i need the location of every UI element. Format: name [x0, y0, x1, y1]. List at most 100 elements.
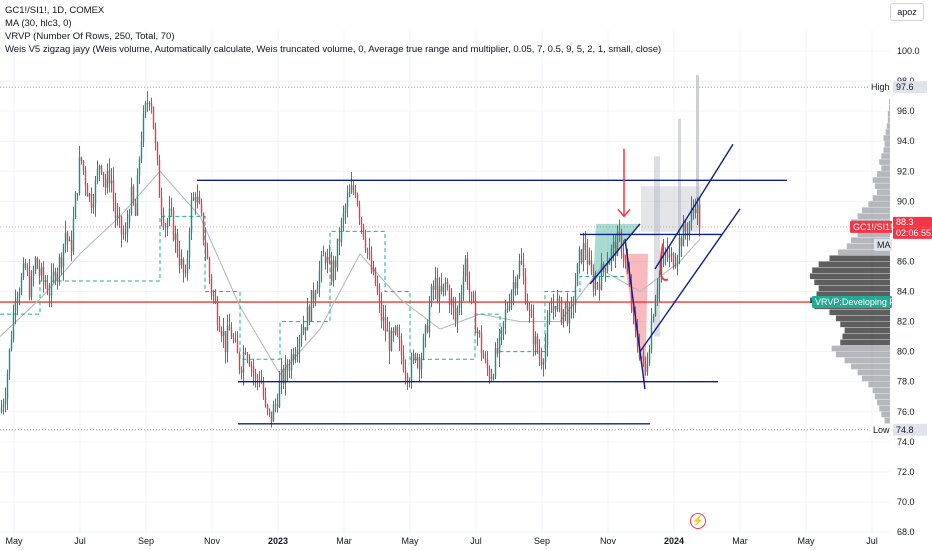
candle-body	[352, 185, 355, 191]
candle-body	[98, 165, 101, 170]
candle-body	[542, 361, 545, 365]
candle-body	[678, 237, 681, 258]
profile-bar	[851, 363, 890, 370]
time-axis[interactable]: May Jul Sep Nov 2023 Mar May Jul Sep Nov 2024 Mar Ma…	[5, 536, 877, 546]
profile-bar	[868, 381, 890, 388]
candle-body	[478, 331, 481, 334]
candle-body	[42, 267, 45, 282]
candle-body	[348, 192, 351, 197]
candle-body	[184, 272, 187, 274]
lightning-icon[interactable]: ⚡	[690, 513, 706, 529]
candle-body	[234, 339, 237, 341]
candle-body	[396, 326, 399, 336]
candle-body	[104, 179, 107, 188]
x-tick-label: May	[401, 536, 419, 546]
candle-body	[644, 357, 647, 373]
candle-body	[10, 339, 13, 350]
candle-body	[584, 242, 587, 251]
candle-body	[320, 255, 323, 271]
candle-body	[204, 240, 207, 251]
candle-body	[368, 250, 371, 255]
y-tick-label: 86.0	[897, 256, 915, 266]
candle-body	[406, 375, 409, 382]
candle-body	[674, 264, 677, 268]
weis-indicator-line[interactable]: Weis V5 zigzag jayy (Weis volume, Automa…	[5, 44, 662, 55]
candle-body	[648, 349, 651, 364]
candle-body	[536, 336, 539, 352]
candle-body	[246, 354, 249, 359]
candle-body	[126, 222, 129, 233]
candle-body	[666, 250, 669, 258]
candle-body	[560, 299, 563, 323]
candle-body	[596, 282, 599, 285]
candle-body	[132, 186, 135, 204]
candle-body	[272, 404, 275, 422]
countdown-tag-bg	[893, 227, 932, 239]
candle-body	[302, 327, 305, 334]
candle-body	[274, 404, 277, 406]
candle-body	[208, 258, 211, 278]
profile-bar	[835, 351, 890, 358]
profile-bar	[838, 249, 890, 256]
candle-body	[160, 197, 163, 215]
profile-bar	[872, 195, 890, 201]
candle-body	[658, 273, 661, 291]
candle-body	[16, 297, 19, 303]
profile-bar	[884, 141, 890, 147]
ma-indicator-line[interactable]: MA (30, hlc3, 0)	[5, 18, 72, 29]
candle-body	[34, 257, 37, 272]
candle-body	[680, 237, 683, 247]
candle-body	[496, 348, 499, 354]
profile-bar	[874, 183, 890, 189]
last-value-tag-bg	[893, 216, 932, 228]
candle-body	[440, 285, 443, 292]
candle-body	[564, 301, 567, 310]
candle-body	[438, 285, 441, 300]
candle-body	[308, 306, 311, 322]
candle-body	[332, 260, 335, 282]
y-tick-label: 72.0	[897, 467, 915, 477]
user-box[interactable]: apoz	[890, 3, 924, 21]
price-axis[interactable]: 68.0 70.0 72.0 74.0 76.0 78.0 80.0 82.0 84.0 86.0…	[897, 46, 920, 537]
candle-body	[306, 306, 309, 331]
candle-body	[178, 253, 181, 266]
candle-body	[468, 284, 471, 293]
candle-body	[32, 271, 35, 277]
y-tick-label: 68.0	[897, 527, 915, 537]
candle-body	[668, 255, 671, 258]
candle-body	[0, 407, 3, 412]
candle-body	[72, 218, 75, 252]
y-tick-label: 98.0	[897, 76, 915, 86]
candle-body	[310, 290, 313, 322]
candle-body	[142, 113, 145, 142]
candle-body	[410, 360, 413, 382]
candle-body	[504, 309, 507, 322]
channel-lower-line	[639, 208, 741, 353]
candle-body	[136, 175, 139, 216]
profile-bar	[872, 387, 890, 394]
candle-body	[180, 258, 183, 266]
candle-body	[80, 157, 83, 161]
candle-body	[614, 241, 617, 256]
candle-body	[450, 298, 453, 305]
candle-body	[304, 327, 307, 331]
candle-body	[222, 331, 225, 336]
profile-bar	[831, 345, 890, 352]
last-symbol-tag: GC1!/SI1!	[853, 222, 893, 232]
candle-body	[120, 216, 123, 235]
symbol-line[interactable]: GC1!/SI1!, 1D, COMEX	[5, 5, 105, 16]
candle-body	[400, 340, 403, 356]
candle-body	[670, 253, 673, 256]
candle-body	[676, 257, 679, 265]
candle-body	[62, 244, 65, 268]
candle-body	[392, 330, 395, 333]
candle-body	[628, 272, 631, 285]
candle-body	[654, 298, 657, 316]
candle-body	[162, 214, 165, 227]
vrvp-indicator-line[interactable]: VRVP (Number Of Rows, 250, Total, 70)	[5, 31, 175, 42]
candle-body	[696, 204, 699, 213]
candle-body	[48, 293, 51, 296]
profile-bar	[868, 201, 890, 207]
candle-body	[224, 331, 227, 353]
